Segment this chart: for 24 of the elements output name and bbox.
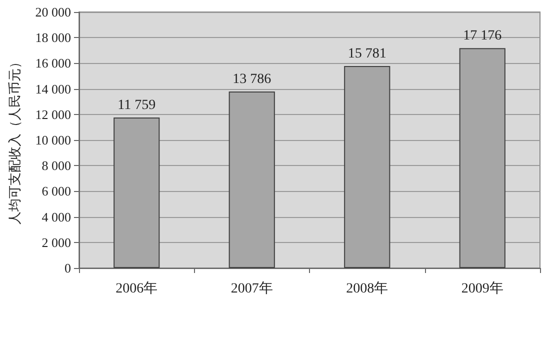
y-tick-label: 8 000 — [42, 158, 71, 174]
bar — [344, 66, 390, 268]
y-tick-label: 20 000 — [35, 4, 71, 20]
x-tick-label: 2007年 — [230, 280, 273, 296]
y-tick-label: 6 000 — [42, 184, 71, 199]
data-label: 11 759 — [118, 98, 156, 113]
y-tick-label: 10 000 — [35, 132, 71, 148]
y-tick-label: 4 000 — [42, 209, 71, 224]
y-tick-label: 18 000 — [35, 30, 71, 46]
bar — [459, 48, 506, 268]
data-label: 13 786 — [232, 72, 272, 88]
y-tick-label: 0 — [64, 260, 71, 276]
data-label: 17 176 — [463, 28, 502, 44]
data-label: 15 781 — [348, 46, 386, 62]
y-tick-label: 12 000 — [35, 106, 71, 122]
bar — [114, 117, 160, 268]
y-tick-label: 14 000 — [35, 81, 71, 96]
x-tick-label: 2006年 — [116, 280, 158, 296]
y-tick-label: 16 000 — [35, 56, 71, 71]
bar — [228, 92, 275, 268]
y-axis-title: 人均可支配收入（人民币元） — [7, 56, 22, 224]
y-tick-label: 2 000 — [42, 234, 71, 250]
x-tick-label: 2009年 — [461, 280, 504, 296]
x-tick-label: 2008年 — [346, 280, 388, 296]
